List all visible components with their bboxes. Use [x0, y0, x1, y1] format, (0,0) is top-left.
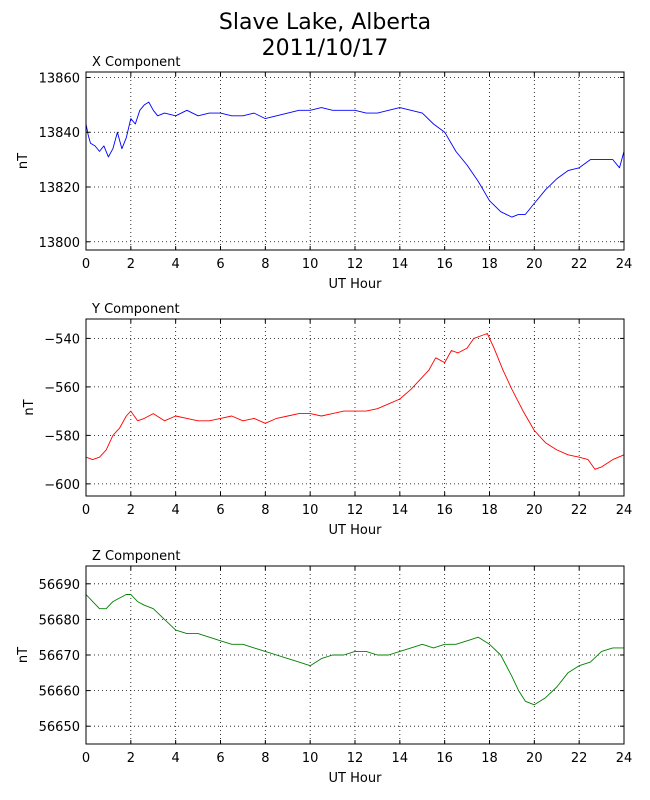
- panel-3-x-tick-label: 6: [216, 751, 224, 766]
- panel-1-y-axis-label: nT: [16, 153, 31, 169]
- panel-2-x-tick-label: 8: [261, 503, 269, 518]
- panel-2-x-tick-label: 12: [347, 503, 364, 518]
- panel-1-y-tick-label: 13840: [39, 126, 80, 141]
- panel-3-y-tick-label: 56660: [39, 685, 80, 700]
- panel-1-y-tick-label: 13800: [39, 236, 80, 251]
- panel-2-y-tick-label: −600: [44, 478, 80, 493]
- panel-1-x-tick-label: 20: [526, 257, 543, 272]
- panel-3-y-tick-label: 56690: [39, 578, 80, 593]
- figure-title-line2: 2011/10/17: [261, 36, 389, 61]
- panel-2-y-tick-label: −580: [44, 429, 80, 444]
- panel-1-x-tick-label: 2: [127, 257, 135, 272]
- panel-3-x-tick-label: 8: [261, 751, 269, 766]
- panel-1-y-tick-label: 13860: [39, 71, 80, 86]
- panel-3-x-tick-label: 0: [82, 751, 90, 766]
- panel-3-title: Z Component: [92, 549, 181, 564]
- panel-1-x-tick-label: 16: [436, 257, 453, 272]
- panel-3-x-tick-label: 14: [392, 751, 409, 766]
- panel-1-x-tick-label: 12: [347, 257, 364, 272]
- panel-3-x-tick-label: 22: [571, 751, 588, 766]
- figure-title: Slave Lake, Alberta 2011/10/17: [0, 10, 650, 62]
- panel-1-x-tick-label: 10: [302, 257, 319, 272]
- panel-2-x-tick-label: 10: [302, 503, 319, 518]
- panel-2-x-tick-label: 24: [616, 503, 633, 518]
- panel-2-x-tick-label: 2: [127, 503, 135, 518]
- panel-3-x-tick-label: 12: [347, 751, 364, 766]
- panel-1-x-tick-label: 0: [82, 257, 90, 272]
- panel-2-series-line: [85, 333, 625, 470]
- panel-2-x-tick-label: 22: [571, 503, 588, 518]
- panel-1-x-tick-label: 18: [481, 257, 498, 272]
- panel-2-x-tick-label: 4: [172, 503, 180, 518]
- panel-2-x-tick-label: 0: [82, 503, 90, 518]
- panel-1-x-axis-label: UT Hour: [329, 277, 383, 292]
- panel-3-x-tick-label: 4: [172, 751, 180, 766]
- panel-1-series-line: [85, 101, 625, 218]
- panel-3-series-line: [85, 594, 624, 706]
- panel-2-y-tick-label: −540: [44, 332, 80, 347]
- panel-1-title: X Component: [92, 55, 181, 70]
- panel-2-x-tick-label: 20: [526, 503, 543, 518]
- panel-2-title: Y Component: [91, 302, 180, 317]
- panel-1-x-tick-label: 6: [216, 257, 224, 272]
- panel-1-x-tick-label: 14: [392, 257, 409, 272]
- figure-title-line1: Slave Lake, Alberta: [218, 10, 432, 35]
- panel-3-x-tick-label: 18: [481, 751, 498, 766]
- panel-1-x-tick-label: 24: [616, 257, 633, 272]
- panel-2-x-tick-label: 16: [436, 503, 453, 518]
- panel-3-y-axis-label: nT: [16, 647, 31, 663]
- panel-2-y-axis-label: nT: [22, 399, 37, 415]
- panel-3-y-tick-label: 56650: [39, 720, 80, 735]
- panel-2-x-tick-label: 18: [481, 503, 498, 518]
- panel-1-x-tick-label: 22: [571, 257, 588, 272]
- panel-2-x-axis-label: UT Hour: [329, 523, 383, 538]
- panel-3-y-tick-label: 56680: [39, 613, 80, 628]
- panel-3-x-tick-label: 10: [302, 751, 319, 766]
- panel-2-x-tick-label: 6: [216, 503, 224, 518]
- panel-3-x-tick-label: 2: [127, 751, 135, 766]
- panel-1-x-tick-label: 8: [261, 257, 269, 272]
- panel-2-y-tick-label: −560: [44, 381, 80, 396]
- panel-3-x-tick-label: 20: [526, 751, 543, 766]
- panel-1-y-tick-label: 13820: [39, 181, 80, 196]
- panel-3-x-tick-label: 16: [436, 751, 453, 766]
- panel-3-x-axis-label: UT Hour: [329, 771, 383, 786]
- panel-3-x-tick-label: 24: [616, 751, 633, 766]
- panel-1-x-tick-label: 4: [172, 257, 180, 272]
- panel-2-x-tick-label: 14: [392, 503, 409, 518]
- panel-3-y-tick-label: 56670: [39, 649, 80, 664]
